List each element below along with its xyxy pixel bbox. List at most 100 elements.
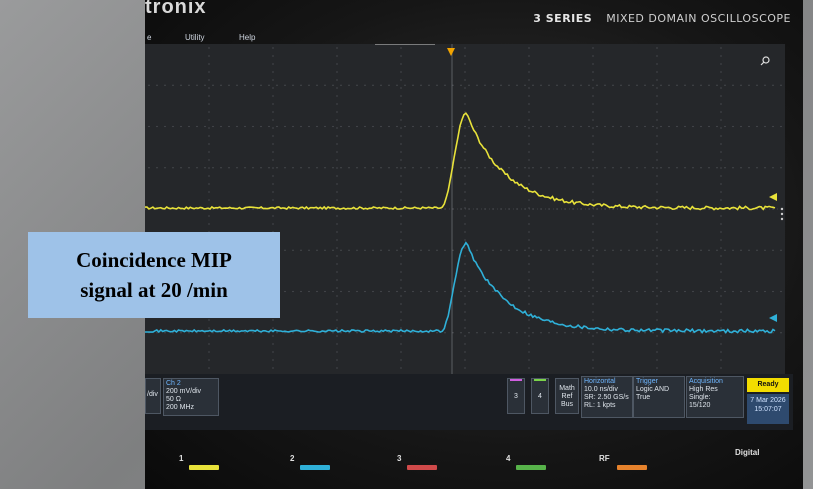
grid-dot <box>620 290 622 293</box>
grid-dot <box>564 84 566 86</box>
horizontal-badge[interactable]: Horizontal 10.0 ns/div SR: 2.50 GS/s RL:… <box>581 376 633 418</box>
grid-dot <box>464 167 466 169</box>
ch1-scale: /div <box>147 391 158 398</box>
grid-dot <box>592 319 594 321</box>
grid-dot <box>516 290 518 293</box>
grid-dot <box>656 239 658 241</box>
trigger-position-marker[interactable]: T <box>447 44 455 56</box>
grid-dot <box>716 125 718 128</box>
ch2-badge[interactable]: Ch 2 200 mV/div 50 Ω 200 MHz <box>163 378 219 416</box>
grid-dot <box>612 84 614 86</box>
grid-dot <box>528 79 530 81</box>
grid-dot <box>400 215 402 217</box>
grid-dot <box>464 79 466 81</box>
grid-dot <box>348 249 350 251</box>
grid-dot <box>720 343 722 345</box>
front-button-3[interactable] <box>407 465 437 470</box>
side-handle-dot <box>780 217 784 221</box>
channel-2-level-marker[interactable] <box>769 314 777 322</box>
grid-dot <box>748 290 750 293</box>
grid-dot <box>208 199 210 201</box>
grid-dot <box>272 351 274 353</box>
grid-dot <box>300 249 302 251</box>
trigger-badge[interactable]: Trigger Logic AND True <box>633 376 685 418</box>
grid-dot <box>364 84 366 86</box>
math-ref-bus-button[interactable]: Math Ref Bus <box>555 378 579 414</box>
grid-dot <box>700 290 702 293</box>
grid-dot <box>604 167 606 169</box>
grid-dot <box>656 215 658 217</box>
front-button-4[interactable] <box>516 465 546 470</box>
grid-dot <box>272 71 274 73</box>
menu-item-help[interactable]: Help <box>239 33 256 42</box>
grid-dot <box>724 167 726 169</box>
grid-dot <box>724 125 726 128</box>
grid-dot <box>396 332 398 334</box>
grid-dot <box>464 175 466 177</box>
grid-dot <box>656 71 658 73</box>
grid-dot <box>516 249 518 251</box>
grid-dot <box>272 87 274 89</box>
grid-dot <box>400 143 402 145</box>
grid-dot <box>464 223 466 225</box>
grid-dot <box>656 79 658 81</box>
grid-dot <box>272 215 274 217</box>
zoom-icon[interactable] <box>760 56 770 66</box>
menu-item-edit[interactable]: e <box>147 33 152 42</box>
run-status-badge[interactable]: Ready <box>747 378 789 392</box>
grid-dot <box>592 143 594 145</box>
grid-dot <box>556 332 558 334</box>
acquisition-badge[interactable]: Acquisition High Res Single: 15/120 <box>686 376 744 418</box>
front-button-1[interactable] <box>189 465 219 470</box>
grid-dot <box>436 332 438 334</box>
grid-dot <box>460 290 462 293</box>
grid-dot <box>580 332 582 334</box>
grid-dot <box>400 231 402 233</box>
grid-dot <box>756 125 758 128</box>
grid-dot <box>684 125 686 128</box>
front-button-rf[interactable] <box>617 465 647 470</box>
menu-item-utility[interactable]: Utility <box>185 33 205 42</box>
channel-4-button[interactable]: 4 <box>531 378 549 414</box>
grid-dot <box>208 95 210 97</box>
grid-dot <box>464 311 466 313</box>
grid-dot <box>720 79 722 81</box>
grid-dot <box>208 343 210 345</box>
grid-dot <box>484 125 486 128</box>
grid-dot <box>532 167 534 169</box>
grid-dot <box>420 332 422 334</box>
grid-dot <box>656 303 658 305</box>
grid-dot <box>400 119 402 121</box>
grid-dot <box>652 84 654 86</box>
grid-dot <box>464 159 466 161</box>
channel-3-button[interactable]: 3 <box>507 378 525 414</box>
grid-dot <box>400 55 402 57</box>
grid-dot <box>756 167 758 169</box>
grid-dot <box>660 249 662 251</box>
grid-dot <box>484 167 486 169</box>
time-text: 15:07:07 <box>754 406 782 413</box>
grid-dot <box>364 249 366 251</box>
front-button-2[interactable] <box>300 465 330 470</box>
grid-dot <box>412 249 414 251</box>
side-handle-icon[interactable] <box>780 207 784 221</box>
grid-dot <box>336 71 338 73</box>
grid-dot <box>708 332 710 334</box>
grid-dot <box>668 290 670 293</box>
grid-dot <box>628 249 630 251</box>
ch1-badge[interactable]: /div <box>145 378 161 414</box>
grid-dot <box>172 125 174 128</box>
grid-dot <box>740 249 742 251</box>
grid-dot <box>612 167 614 169</box>
grid-dot <box>720 319 722 321</box>
grid-dot <box>308 290 310 293</box>
channel-1-level-marker[interactable] <box>769 193 777 201</box>
grid-dot <box>528 159 530 161</box>
grid-dot <box>692 125 694 128</box>
grid-dot <box>400 151 402 153</box>
grid-dot <box>484 290 486 293</box>
grid-dot <box>372 249 374 251</box>
grid-dot <box>684 167 686 169</box>
grid-dot <box>464 303 466 305</box>
grid-dot <box>464 279 466 281</box>
